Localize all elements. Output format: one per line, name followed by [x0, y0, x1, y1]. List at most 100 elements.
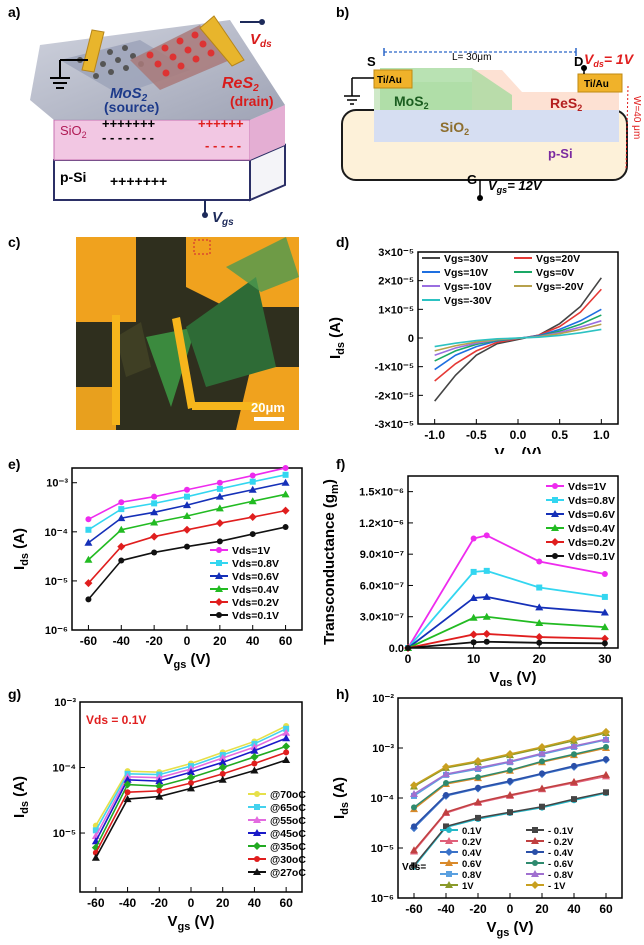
data-point — [92, 827, 99, 834]
series-3 — [91, 734, 291, 845]
data-point — [215, 598, 223, 606]
data-point — [150, 518, 159, 526]
device-schematic-3d: Vds ReS2 (drain) MoS2 (source) SiO2 ++++… — [30, 15, 286, 228]
y-tick-label: 10⁻³ — [54, 697, 76, 709]
legend-label: @70oC — [270, 789, 306, 801]
data-point — [410, 781, 418, 790]
legend-label: Vgs=0V — [536, 267, 574, 279]
y-tick-label: 1.5×10⁻⁶ — [359, 487, 404, 499]
panel-label-d: d) — [336, 234, 350, 250]
data-point — [410, 846, 418, 854]
data-point — [184, 486, 190, 493]
data-point — [538, 784, 546, 792]
data-point — [155, 782, 164, 791]
chart-temperature: -60 -40 -20 0 20 40 60 10⁻⁵ 10⁻⁴ 10⁻³ Vgs (V) Ids (… — [11, 697, 306, 933]
data-point — [445, 881, 453, 888]
data-point — [483, 638, 490, 645]
legend-label: 0.1V — [462, 826, 482, 837]
series-2 — [84, 478, 290, 546]
x-tick-label: 1.0 — [593, 428, 610, 442]
y-tick-label: 0 — [408, 333, 414, 345]
legend-label: Vds=0.6V — [232, 571, 279, 583]
y-tick-label: -1×10⁻⁵ — [375, 362, 414, 374]
legend-label: 0.4V — [462, 848, 482, 859]
vds-label: Vds — [250, 31, 272, 50]
x-tick-label: -1.0 — [424, 428, 445, 442]
sio2-layer-label: SiO2 — [440, 119, 469, 137]
y-tick-label: 10⁻⁴ — [53, 763, 76, 775]
legend-label: Vgs=-30V — [444, 295, 492, 307]
x-tick-label: 0.5 — [551, 428, 568, 442]
data-point — [538, 742, 546, 751]
sio2-label: SiO2 — [60, 123, 87, 140]
x-axis-label: Vgs (V) — [489, 669, 536, 686]
data-point — [253, 868, 261, 875]
x-tick-label: 0 — [188, 896, 195, 910]
data-point — [445, 859, 453, 866]
data-point — [539, 770, 545, 777]
x-tick-label: -40 — [119, 896, 137, 910]
x-tick-label: 0 — [184, 634, 191, 648]
data-point — [283, 749, 290, 756]
psi-plus-charges: +++++++ — [110, 173, 167, 189]
panel-label-b: b) — [336, 4, 350, 20]
x-tick-label: 20 — [213, 634, 227, 648]
chart-iv-output: -1.0 -0.5 0.0 0.5 1.0 -3×10⁻⁵ -2×10⁻⁵ -1×10⁻⁵ 0 1… — [327, 247, 619, 454]
vds-bias-label: Vds= 1V — [584, 51, 635, 69]
sio2-minus-charges: - - - - - - - — [102, 130, 154, 145]
x-tick-label: 30 — [598, 652, 612, 666]
data-point — [474, 763, 482, 771]
data-point — [216, 479, 223, 486]
data-point — [442, 770, 450, 778]
x-axis-label: Vds (V) — [494, 445, 541, 454]
legend-label: @45oC — [270, 828, 306, 840]
data-point — [216, 538, 223, 545]
data-point — [552, 553, 558, 559]
data-point — [411, 804, 417, 811]
y-axis-label: Transconductance (gm) — [322, 479, 341, 645]
chart-transfer-log: -60 -40 -20 0 20 40 60 10⁻⁶ 10⁻⁵ 10⁻⁴ 10⁻³ Vgs (V) I… — [11, 464, 303, 671]
data-point — [446, 871, 452, 877]
x-tick-label: 40 — [248, 896, 262, 910]
data-point — [539, 803, 545, 810]
data-point — [188, 780, 194, 787]
panel-label-f: f) — [336, 456, 346, 472]
x-tick-label: -60 — [405, 902, 423, 916]
data-point — [216, 547, 222, 553]
data-point — [117, 514, 126, 522]
y-tick-label: 3.0×10⁻⁷ — [360, 612, 405, 624]
legend-label: Vds=0.2V — [232, 597, 279, 609]
panel-label-h: h) — [336, 686, 350, 702]
psi-layer-label: p-Si — [548, 146, 573, 161]
data-point — [85, 516, 92, 523]
data-point — [483, 567, 490, 574]
data-point — [118, 499, 125, 506]
legend-label: @35oC — [270, 841, 306, 853]
series-9 — [410, 735, 610, 798]
data-point — [281, 490, 290, 498]
y-tick-label: 10⁻⁶ — [45, 625, 68, 637]
x-tick-label: 40 — [567, 902, 581, 916]
series-0 — [85, 464, 289, 523]
data-point — [215, 519, 224, 528]
data-point — [282, 756, 291, 764]
data-point — [535, 603, 544, 611]
data-point — [249, 531, 256, 538]
data-point — [282, 734, 291, 742]
data-point — [482, 592, 491, 600]
data-point — [123, 795, 132, 803]
panel-label-c: c) — [8, 234, 21, 250]
series-line — [407, 596, 605, 649]
data-point — [184, 543, 190, 550]
series-6 — [434, 328, 602, 348]
legend-prefix: Vds= — [402, 862, 426, 873]
channel-width-label: W=40 μm — [631, 96, 642, 139]
data-point — [442, 808, 450, 816]
legend-label: Vds=0.8V — [232, 558, 279, 570]
data-point — [248, 485, 257, 493]
data-point — [281, 506, 290, 515]
data-point — [151, 500, 158, 507]
legend-label: @65oC — [270, 802, 306, 814]
legend-label: Vds=1V — [232, 545, 270, 557]
data-point — [117, 525, 126, 533]
